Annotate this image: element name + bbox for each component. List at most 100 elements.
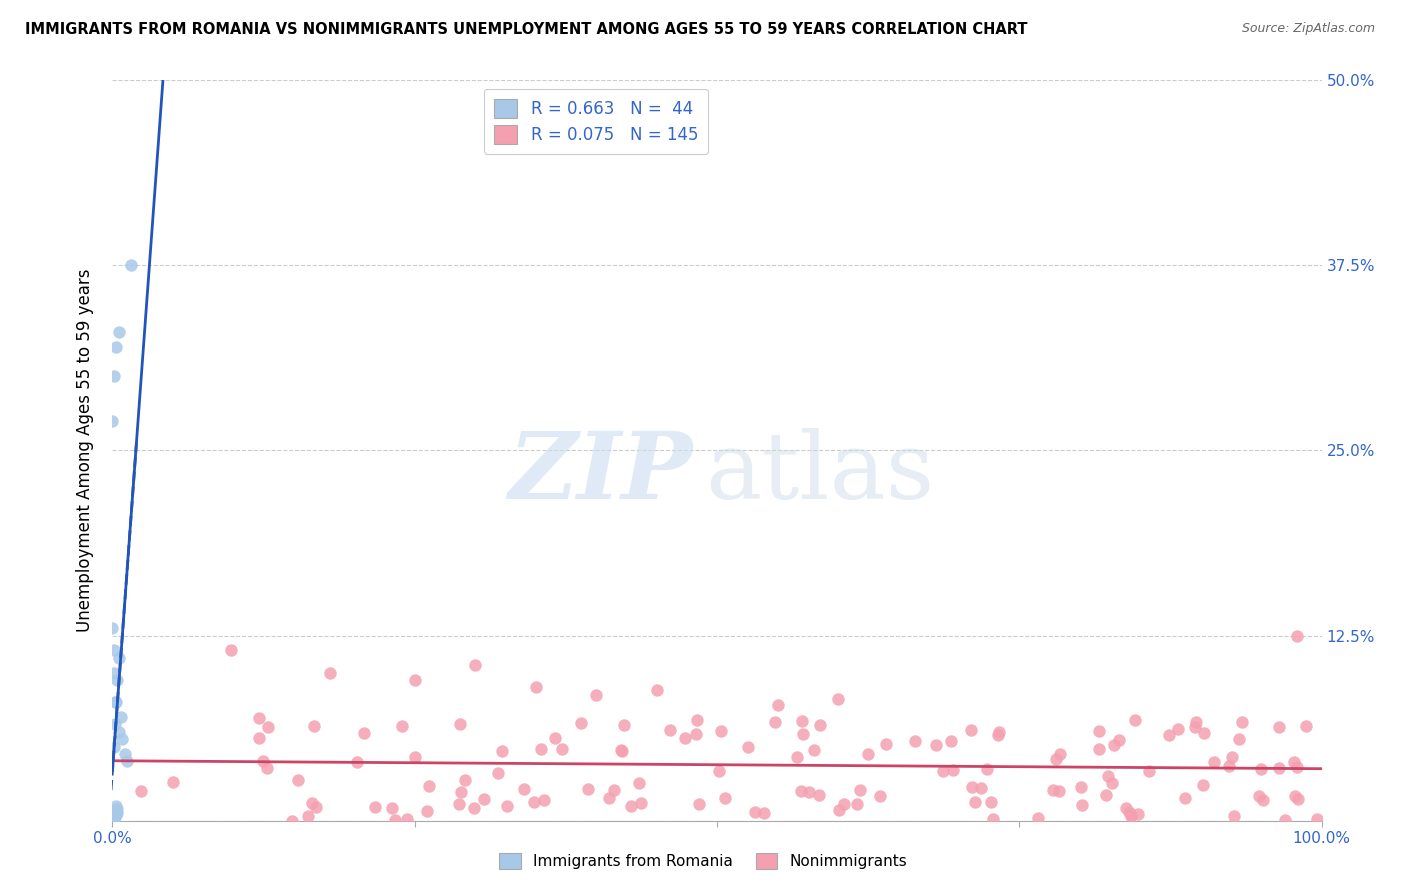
Point	[464, 658, 486, 673]
Point	[319, 665, 342, 680]
Point	[1123, 714, 1146, 728]
Point	[1223, 809, 1246, 823]
Point	[219, 643, 242, 657]
Point	[544, 731, 567, 746]
Point	[848, 782, 870, 797]
Point	[1191, 778, 1213, 792]
Y-axis label: Unemployment Among Ages 55 to 59 years: Unemployment Among Ages 55 to 59 years	[76, 268, 94, 632]
Point	[395, 812, 418, 826]
Point	[737, 739, 759, 754]
Point	[103, 665, 125, 680]
Point	[404, 750, 426, 764]
Point	[391, 719, 413, 733]
Point	[1204, 755, 1226, 769]
Point	[576, 782, 599, 797]
Point	[960, 780, 983, 795]
Point	[281, 814, 304, 828]
Point	[101, 814, 124, 828]
Point	[832, 797, 855, 811]
Point	[101, 814, 124, 828]
Point	[645, 683, 668, 698]
Point	[256, 720, 278, 734]
Point	[673, 731, 696, 746]
Point	[252, 754, 274, 768]
Point	[486, 766, 509, 780]
Point	[686, 714, 709, 728]
Point	[987, 728, 1010, 742]
Text: Source: ZipAtlas.com: Source: ZipAtlas.com	[1241, 22, 1375, 36]
Point	[1185, 715, 1208, 730]
Point	[1174, 791, 1197, 805]
Point	[104, 695, 127, 709]
Point	[980, 795, 1002, 809]
Point	[105, 673, 128, 687]
Point	[491, 744, 513, 758]
Point	[513, 781, 536, 796]
Point	[301, 796, 323, 810]
Point	[904, 734, 927, 748]
Point	[105, 805, 128, 819]
Point	[1247, 789, 1270, 803]
Point	[628, 776, 651, 790]
Point	[101, 814, 124, 828]
Point	[1088, 741, 1111, 756]
Point	[1218, 759, 1240, 773]
Point	[1087, 723, 1109, 738]
Point	[827, 692, 849, 706]
Point	[105, 798, 128, 813]
Point	[569, 715, 592, 730]
Point	[869, 789, 891, 804]
Point	[120, 259, 142, 273]
Point	[101, 621, 124, 635]
Point	[551, 742, 574, 756]
Point	[104, 806, 127, 821]
Point	[1118, 805, 1140, 820]
Point	[1137, 764, 1160, 778]
Point	[976, 762, 998, 776]
Point	[105, 807, 128, 822]
Legend: R = 0.663   N =  44, R = 0.075   N = 145: R = 0.663 N = 44, R = 0.075 N = 145	[484, 88, 709, 153]
Point	[302, 719, 325, 733]
Point	[1102, 738, 1125, 752]
Point	[688, 797, 710, 811]
Point	[1284, 789, 1306, 804]
Point	[472, 792, 495, 806]
Legend: Immigrants from Romania, Nonimmigrants: Immigrants from Romania, Nonimmigrants	[494, 847, 912, 875]
Point	[963, 795, 986, 809]
Point	[247, 731, 270, 745]
Point	[585, 688, 607, 702]
Point	[845, 797, 868, 811]
Point	[1026, 811, 1049, 825]
Point	[101, 814, 124, 828]
Point	[970, 780, 993, 795]
Point	[533, 792, 555, 806]
Point	[1047, 784, 1070, 798]
Point	[1042, 782, 1064, 797]
Point	[353, 726, 375, 740]
Point	[103, 809, 125, 823]
Point	[1194, 726, 1216, 740]
Point	[101, 809, 124, 823]
Point	[364, 800, 387, 814]
Point	[1286, 628, 1309, 642]
Point	[612, 744, 634, 758]
Point	[1250, 763, 1272, 777]
Point	[103, 739, 125, 754]
Point	[104, 809, 127, 823]
Point	[828, 803, 851, 817]
Point	[287, 772, 309, 787]
Point	[129, 784, 152, 798]
Point	[1274, 814, 1296, 828]
Point	[620, 798, 643, 813]
Point	[297, 809, 319, 823]
Point	[1268, 720, 1291, 734]
Point	[803, 742, 825, 756]
Point	[1220, 749, 1243, 764]
Point	[101, 414, 124, 428]
Point	[162, 775, 184, 789]
Point	[1227, 731, 1250, 746]
Point	[1121, 807, 1143, 822]
Point	[454, 772, 477, 787]
Point	[107, 325, 129, 339]
Point	[1159, 728, 1181, 742]
